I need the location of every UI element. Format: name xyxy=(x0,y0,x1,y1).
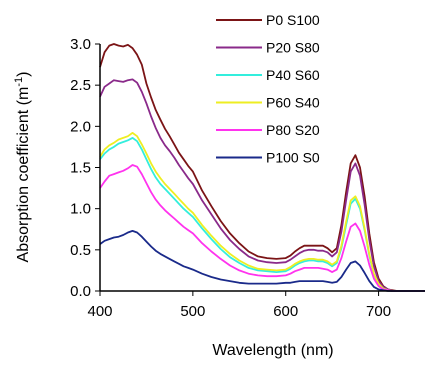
y-axis-title-sup: -1 xyxy=(13,77,25,87)
x-tick-label: 400 xyxy=(87,303,112,320)
y-axis-title: Absorption coefficient (m-1) xyxy=(13,72,32,263)
y-tick-label: 0.5 xyxy=(70,242,91,259)
series-line-p0-s100 xyxy=(99,43,425,292)
legend-label: P100 S0 xyxy=(266,150,320,166)
y-tick-label: 1.0 xyxy=(70,201,91,218)
y-axis-title-main: Absorption coefficient (m xyxy=(15,87,32,263)
legend: P0 S100 P20 S80 P40 S60 P60 S40 P80 S20 P100 … xyxy=(216,12,320,166)
series-line-p80-s20 xyxy=(99,164,425,292)
series-line-p60-s40 xyxy=(99,132,425,292)
x-axis-title: Wavelength (nm) xyxy=(212,342,333,359)
y-axis-title-close: ) xyxy=(15,72,32,77)
y-tick-label: 2.0 xyxy=(70,118,91,135)
y-tick-label: 2.5 xyxy=(70,77,91,94)
legend-label: P60 S40 xyxy=(266,95,320,111)
legend-label: P80 S20 xyxy=(266,122,320,138)
x-tick-label: 700 xyxy=(366,303,391,320)
series-lines xyxy=(99,43,425,292)
series-line-p20-s80 xyxy=(99,78,425,292)
legend-label: P20 S80 xyxy=(266,40,320,56)
y-tick-label: 0.0 xyxy=(70,283,91,300)
x-ticks: 400 500 600 700 xyxy=(87,291,391,320)
legend-label: P40 S60 xyxy=(266,67,320,83)
series-line-p100-s0 xyxy=(99,230,425,292)
y-tick-label: 3.0 xyxy=(70,36,91,53)
y-tick-label: 1.5 xyxy=(70,160,91,177)
legend-label: P0 S100 xyxy=(266,12,320,28)
y-ticks: 0.0 0.5 1.0 1.5 2.0 2.5 3.0 xyxy=(70,36,100,300)
x-tick-label: 600 xyxy=(273,303,298,320)
x-tick-label: 500 xyxy=(180,303,205,320)
